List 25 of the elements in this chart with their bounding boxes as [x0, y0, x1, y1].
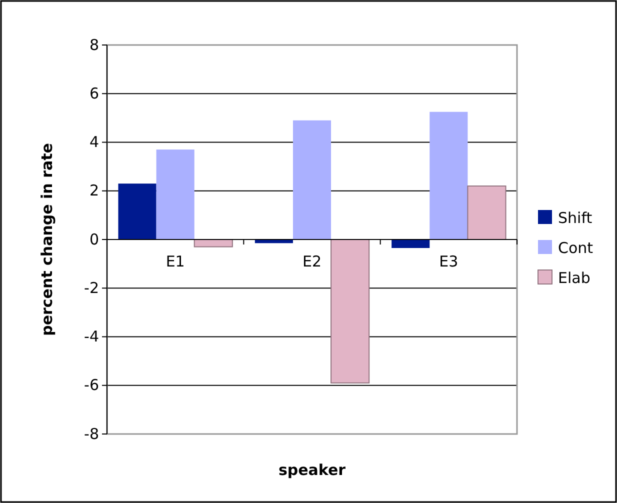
bar: [194, 239, 233, 248]
legend-label: Shift: [558, 209, 592, 227]
x-tick-label: E2: [302, 252, 322, 270]
bar: [330, 239, 370, 384]
legend-label: Elab: [558, 269, 590, 287]
y-tick-label: 2: [89, 182, 99, 200]
y-tick-label: -6: [84, 376, 99, 394]
bar: [467, 186, 506, 240]
y-tick-label: 8: [89, 36, 99, 54]
bar: [392, 240, 430, 248]
bar: [292, 120, 332, 240]
x-axis-title: speaker: [278, 461, 346, 479]
y-tick-label: 0: [89, 230, 99, 248]
legend-label: Cont: [558, 239, 594, 257]
y-tick-label: -2: [84, 278, 99, 297]
x-tick-label: E3: [439, 252, 458, 270]
y-tick-label: -8: [84, 424, 99, 443]
y-tick-label: -4: [84, 328, 99, 346]
y-axis-title: percent change in rate: [38, 143, 56, 336]
x-tick-label: E1: [166, 252, 185, 270]
bar: [430, 112, 468, 240]
bar: [118, 184, 156, 240]
y-tick-label: 6: [89, 84, 99, 102]
bar: [156, 150, 194, 240]
y-tick-label: 4: [89, 133, 99, 152]
